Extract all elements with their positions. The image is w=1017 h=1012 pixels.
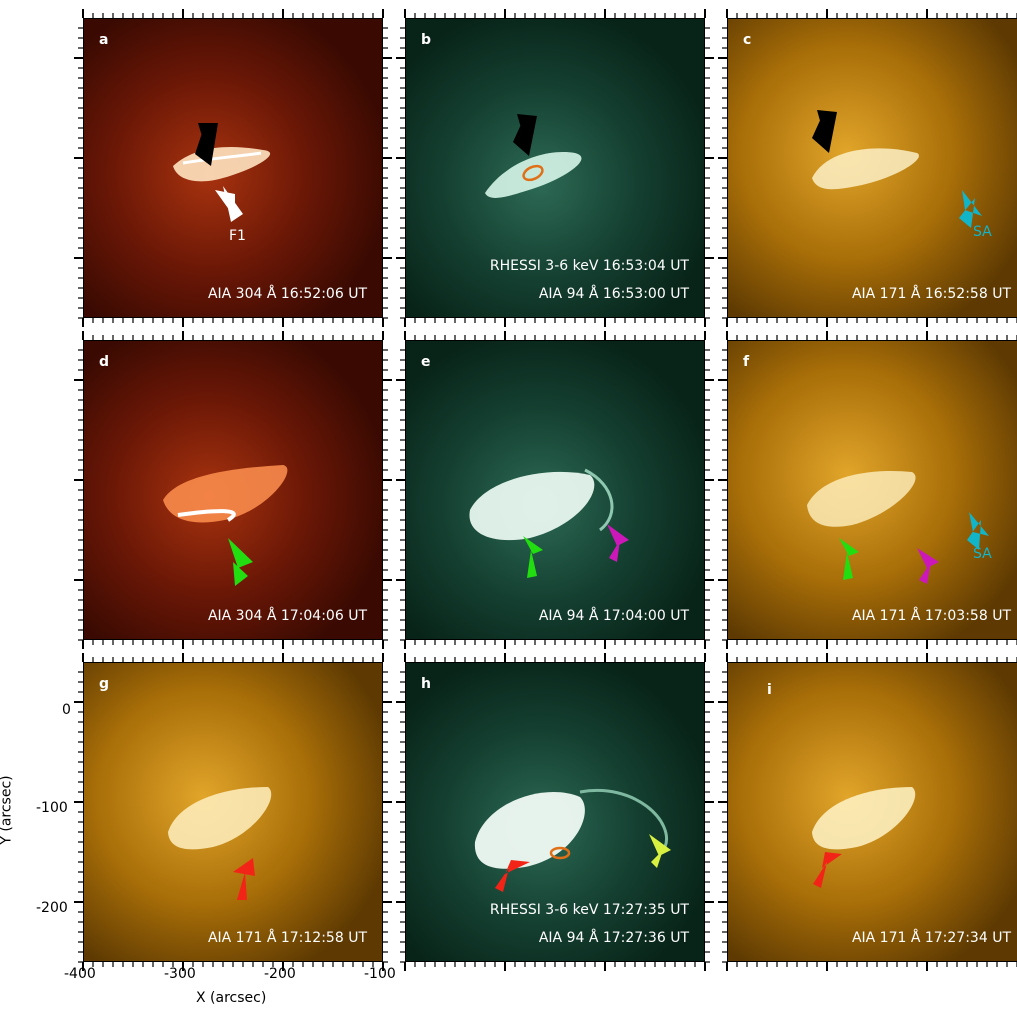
panel-label: d [99, 354, 110, 370]
caption-rhessi: RHESSI 3-6 keV 17:27:35 UT [489, 902, 689, 918]
green-arrow-icon [839, 538, 859, 580]
panel-f: f SA AIA 171 Å 17:03:58 UT [727, 340, 1017, 640]
x-axis-title: X (arcsec) [196, 990, 267, 1006]
aia94-image [405, 18, 705, 318]
caption: AIA 304 Å 16:52:06 UT [207, 286, 367, 302]
aia171-image [727, 340, 1017, 640]
aia304-image [83, 340, 383, 640]
panel-label: f [743, 354, 750, 370]
panel-label: i [767, 682, 772, 698]
caption: AIA 171 Å 17:12:58 UT [207, 930, 367, 946]
panel-c: c SA AIA 171 Å 16:52:58 UT [727, 18, 1017, 318]
x-tick-label: -200 [264, 966, 296, 982]
red-arrow-icon [495, 860, 530, 892]
y-tick-label: -100 [36, 800, 68, 816]
panel-label: e [421, 354, 431, 370]
panel-label: c [743, 32, 752, 48]
y-tick-label: -200 [36, 900, 68, 916]
x-tick-label: -400 [64, 966, 96, 982]
aia94-image [405, 662, 705, 962]
caption: AIA 94 Å 17:04:00 UT [538, 608, 689, 624]
f1-label: F1 [229, 228, 246, 244]
sa-label: SA [973, 224, 992, 240]
black-arrow-icon [812, 110, 837, 153]
caption: AIA 171 Å 17:03:58 UT [851, 608, 1011, 624]
sa-label: SA [973, 546, 992, 562]
aia171-image [727, 18, 1017, 318]
y-tick-label: 0 [62, 702, 71, 718]
caption: AIA 94 Å 17:27:36 UT [538, 930, 689, 946]
rhessi-contour [549, 846, 571, 860]
panel-d: d AIA 304 Å 17:04:06 UT [83, 340, 383, 640]
aia94-image [405, 340, 705, 640]
yellow-arrow-icon [649, 834, 671, 868]
magenta-arrow-icon [607, 524, 629, 562]
red-arrow-icon [233, 858, 255, 900]
caption: AIA 304 Å 17:04:06 UT [207, 608, 367, 624]
aia171-image [727, 662, 1017, 962]
panel-g: g AIA 171 Å 17:12:58 UT [83, 662, 383, 962]
green-arrow-icon [228, 538, 253, 586]
green-arrow-icon [523, 536, 543, 578]
caption-rhessi: RHESSI 3-6 keV 16:53:04 UT [489, 258, 689, 274]
x-tick-label: -300 [164, 966, 196, 982]
panel-e: e AIA 94 Å 17:04:00 UT [405, 340, 705, 640]
rhessi-contour [522, 164, 544, 182]
panel-b: b RHESSI 3-6 keV 16:53:04 UT AIA 94 Å 16… [405, 18, 705, 318]
aia171-image [83, 662, 383, 962]
panel-label: g [99, 676, 110, 692]
black-arrow-icon [195, 123, 218, 166]
caption: AIA 171 Å 16:52:58 UT [851, 286, 1011, 302]
panel-label: h [421, 676, 431, 692]
red-arrow-icon [813, 852, 842, 888]
panel-h: h RHESSI 3-6 keV 17:27:35 UT AIA 94 Å 17… [405, 662, 705, 962]
black-arrow-icon [513, 114, 537, 156]
panel-i: i AIA 171 Å 17:27:34 UT [727, 662, 1017, 962]
aia304-image [83, 18, 383, 318]
panel-label: a [99, 32, 109, 48]
magenta-arrow-icon [917, 548, 939, 584]
white-arrow-icon [215, 186, 243, 222]
caption: AIA 94 Å 16:53:00 UT [538, 286, 689, 302]
caption: AIA 171 Å 17:27:34 UT [851, 930, 1011, 946]
cyan-arrow-icon [967, 512, 989, 550]
y-axis-title: Y (arcsec) [0, 775, 15, 845]
cyan-arrow-icon [959, 190, 982, 228]
panel-a: a F1 AIA 304 Å 16:52:06 UT [83, 18, 383, 318]
x-tick-label: -100 [364, 966, 396, 982]
panel-label: b [421, 32, 432, 48]
